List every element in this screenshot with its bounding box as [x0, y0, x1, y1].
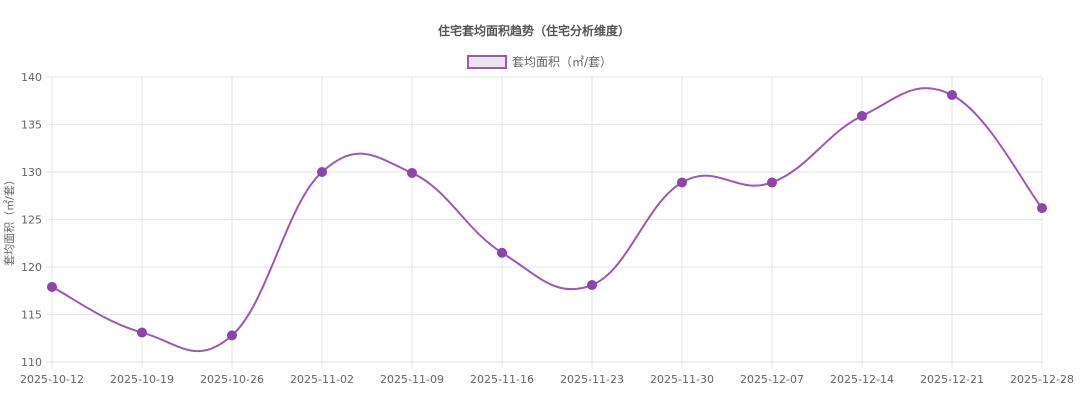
data-point-2025-11-30[interactable] — [677, 177, 687, 188]
y-tick-label: 130 — [21, 166, 42, 179]
y-tick-label: 115 — [21, 309, 42, 322]
y-tick-label: 125 — [21, 214, 42, 227]
legend-swatch[interactable] — [467, 55, 507, 69]
data-point-2025-11-16[interactable] — [497, 247, 507, 258]
series-layer — [47, 87, 1047, 353]
y-axis-ticks: 110 115 120 125 130 135 140 — [21, 71, 42, 369]
data-point-2025-12-21[interactable] — [947, 90, 957, 101]
y-tick-label: 120 — [21, 261, 42, 274]
x-tick-label: 2025-12-28 — [1010, 373, 1074, 386]
y-tick-label: 135 — [21, 119, 42, 132]
data-point-2025-11-09[interactable] — [407, 167, 417, 178]
x-tick-label: 2025-11-16 — [470, 373, 534, 386]
x-tick-label: 2025-11-23 — [560, 373, 624, 386]
data-point-2025-10-12[interactable] — [47, 281, 57, 292]
legend-label[interactable]: 套均面积（㎡/套） — [512, 55, 612, 69]
grid — [46, 76, 1043, 368]
chart-title: 住宅套均面积趋势（住宅分析维度） — [438, 23, 630, 38]
y-tick-label: 140 — [21, 71, 42, 84]
legend[interactable]: 套均面积（㎡/套） — [467, 55, 612, 69]
y-axis-title: 套均面积（㎡/套） — [3, 174, 16, 266]
data-point-2025-12-07[interactable] — [767, 177, 777, 188]
data-point-2025-11-23[interactable] — [587, 280, 597, 291]
x-tick-label: 2025-11-09 — [380, 373, 444, 386]
x-axis-ticks: 2025-10-12 2025-10-19 2025-10-26 2025-11-02… — [20, 373, 1074, 386]
x-tick-label: 2025-10-12 — [20, 373, 84, 386]
y-tick-label: 110 — [21, 356, 42, 369]
data-point-2025-12-28[interactable] — [1037, 203, 1047, 214]
x-tick-label: 2025-12-07 — [740, 373, 804, 386]
x-tick-label: 2025-10-26 — [200, 373, 264, 386]
x-tick-label: 2025-10-19 — [110, 373, 174, 386]
data-point-2025-11-02[interactable] — [317, 167, 327, 177]
x-tick-label: 2025-11-30 — [650, 373, 714, 386]
x-tick-label: 2025-11-02 — [290, 373, 354, 386]
data-point-2025-10-26[interactable] — [227, 330, 237, 341]
data-point-2025-12-14[interactable] — [857, 110, 867, 121]
data-point-2025-10-19[interactable] — [137, 327, 147, 338]
x-tick-label: 2025-12-21 — [920, 373, 984, 386]
x-tick-label: 2025-12-14 — [830, 373, 894, 386]
